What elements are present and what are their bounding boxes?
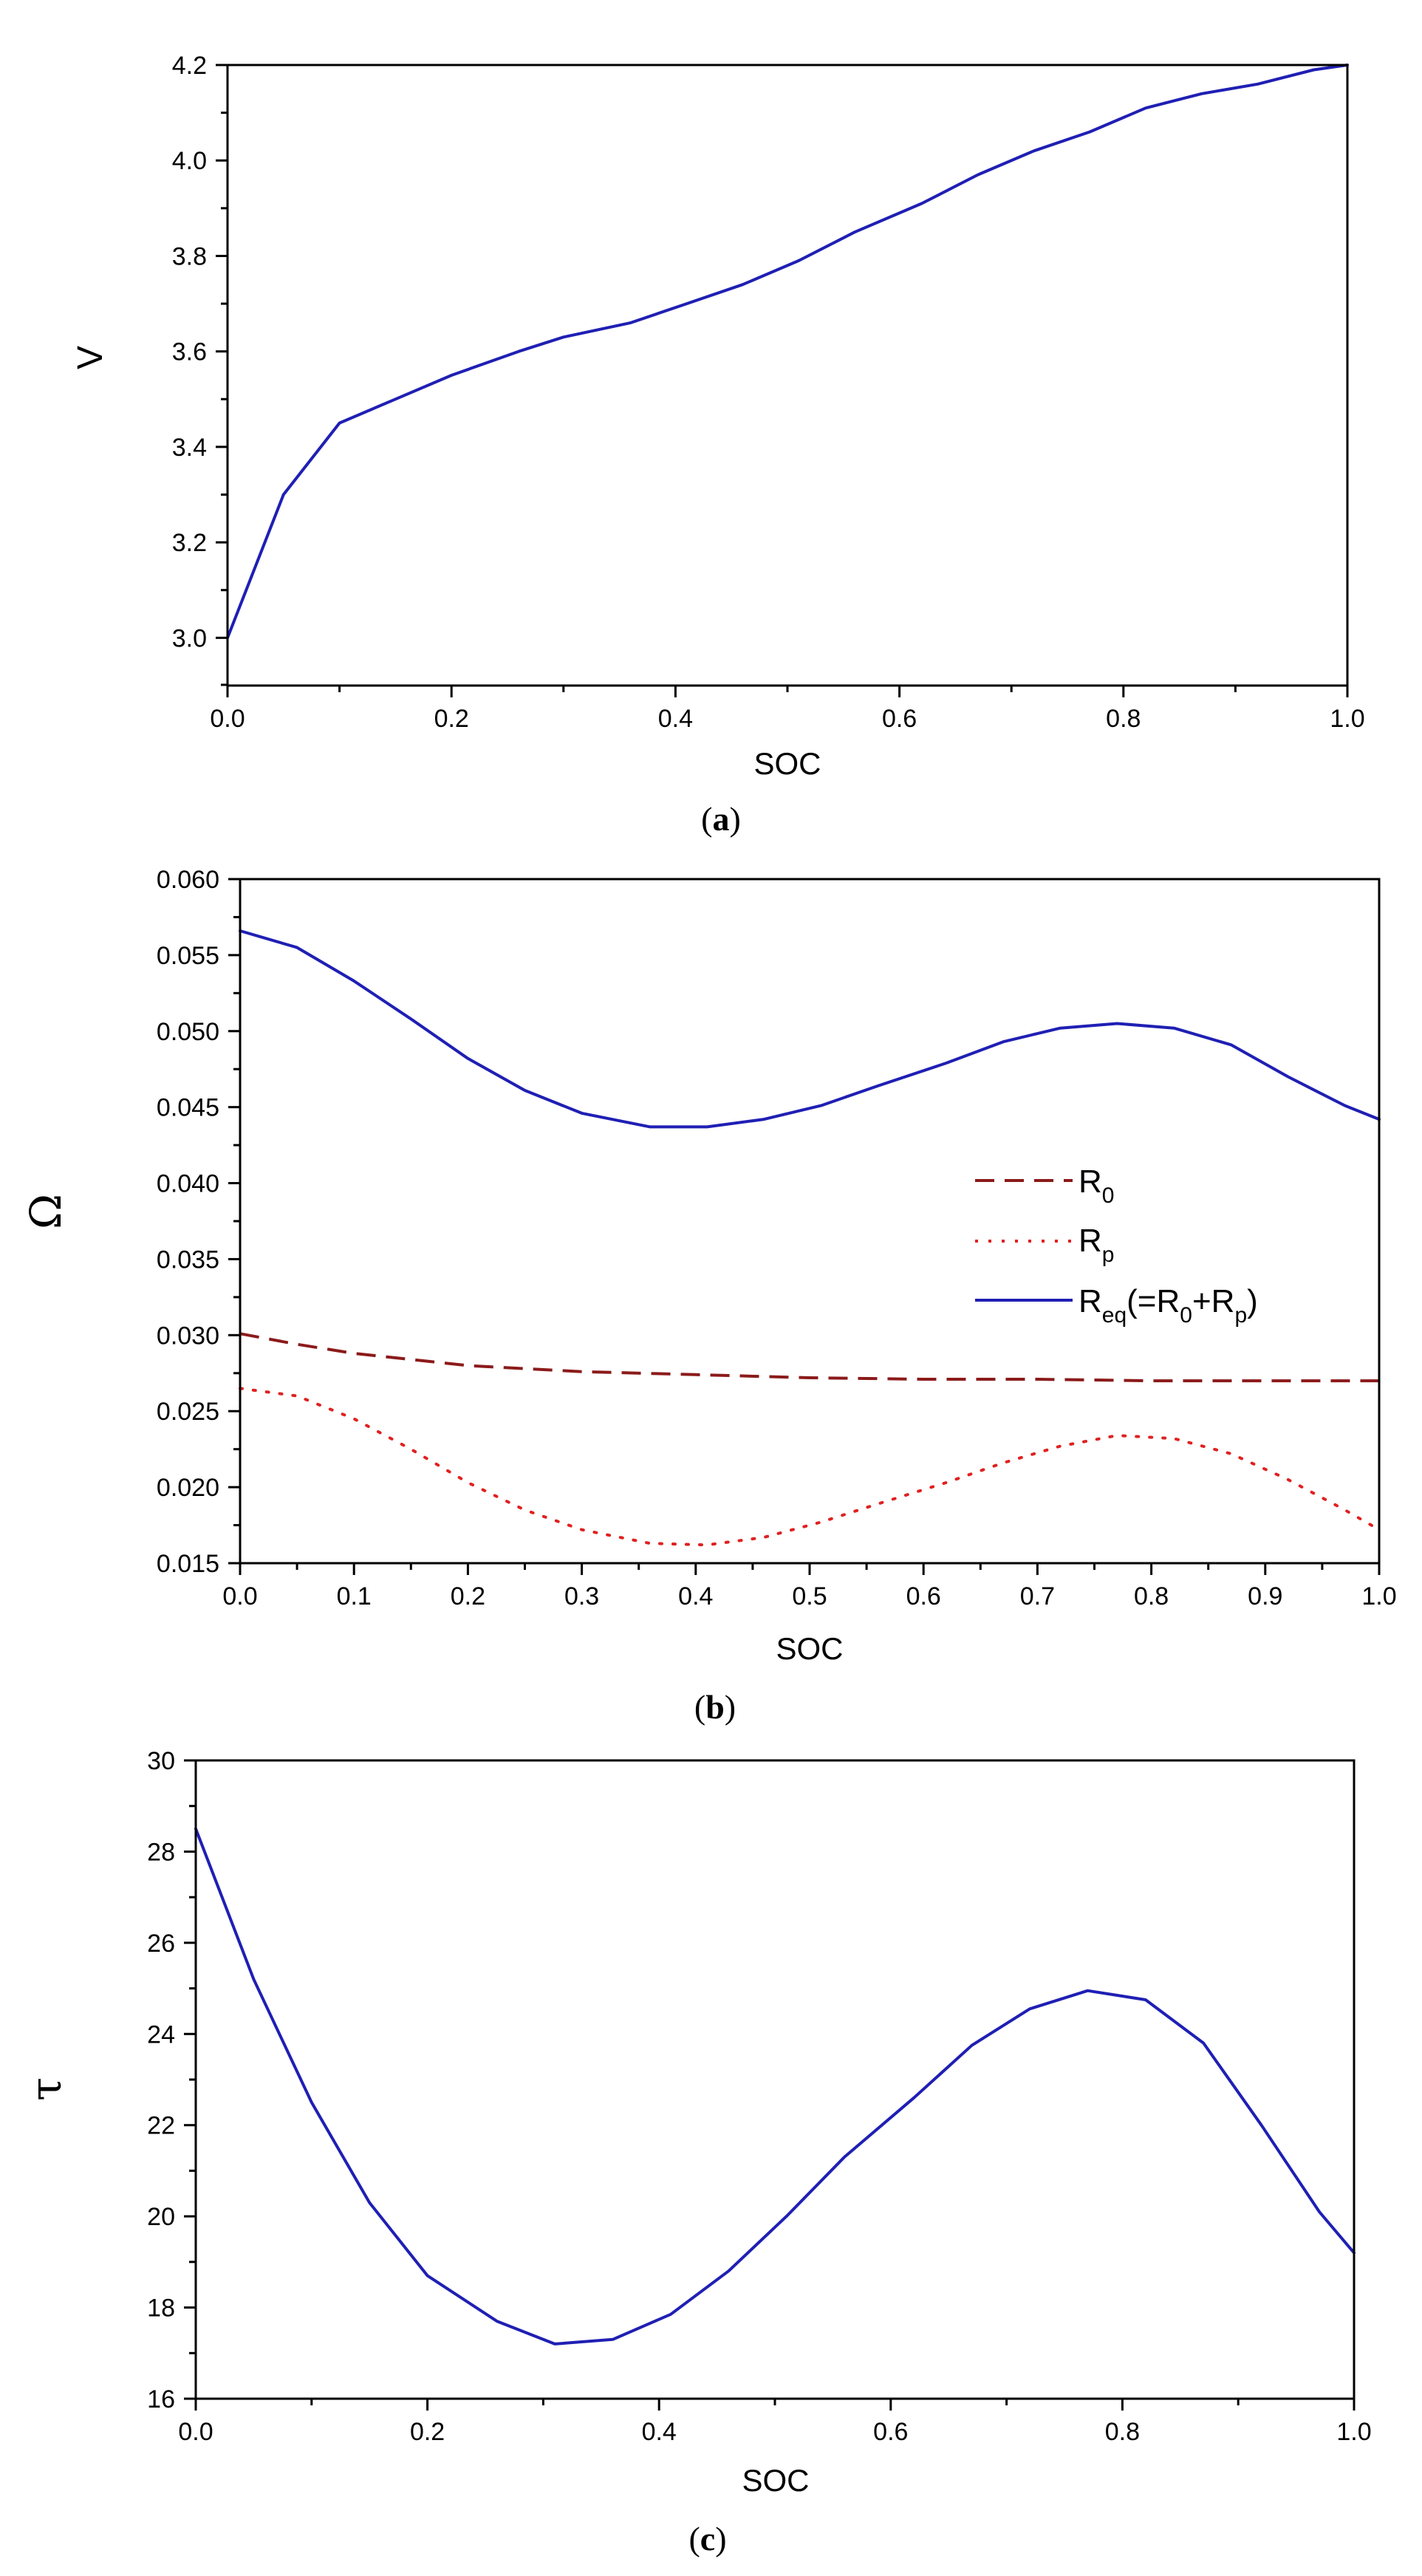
panel-c-marks [194, 1827, 1356, 2346]
panel-b-xtick-label: 0.9 [1248, 1582, 1282, 1610]
panel-b: 0.0 0.1 0.2 0.3 0.4 0.5 0.6 0.7 0.8 0.9 1.0 0.015 0.… [21, 866, 1397, 1726]
panel-a-caption-letter: a [713, 800, 730, 838]
legend-rp-label: Rp [1079, 1223, 1114, 1267]
panel-c-ytick-label: 30 [147, 1747, 175, 1775]
panel-c-xtick-label: 0.4 [642, 2418, 677, 2446]
panel-a-xtick-label: 0.4 [658, 705, 693, 733]
panel-a-ytick-label: 3.6 [172, 338, 207, 366]
panel-a-ytick-label: 4.0 [172, 147, 207, 175]
panel-c-frame [194, 1759, 1356, 2400]
panel-a-ytick-label: 3.4 [172, 434, 207, 462]
panel-a-xtick-label: 0.6 [882, 705, 917, 733]
panel-b-marks [239, 929, 1381, 1547]
panel-b-ytick-label: 0.040 [157, 1170, 219, 1198]
panel-a-ytick-label: 3.8 [172, 242, 207, 270]
panel-b-xlabel: SOC [776, 1631, 843, 1666]
panel-b-xtick-label: 1.0 [1361, 1582, 1396, 1610]
panel-b-ytick-label: 0.035 [157, 1246, 219, 1274]
panel-a-caption: (a) [701, 800, 741, 838]
panel-b-xtick-label: 0.0 [222, 1582, 257, 1610]
panel-a-ylabel: V [71, 346, 110, 369]
panel-c-xtick-label: 1.0 [1336, 2418, 1371, 2446]
panel-a-ytick-label: 4.2 [172, 52, 207, 80]
panel-b-ytick-label: 0.050 [157, 1018, 219, 1046]
panel-c-ytick-label: 22 [147, 2112, 175, 2140]
panel-b-series-r0 [239, 1332, 1379, 1383]
panel-b-ylabel: Ω [21, 1194, 71, 1229]
panel-a-frame [226, 64, 1349, 687]
panel-b-xtick-label: 0.2 [451, 1582, 485, 1610]
legend-r0-label: R0 [1079, 1164, 1114, 1208]
panel-c-xtick-label: 0.6 [873, 2418, 908, 2446]
panel-c-ytick-label: 26 [147, 1930, 175, 1958]
panel-a-ytick-label: 3.2 [172, 529, 207, 557]
panel-b-xtick-label: 0.6 [906, 1582, 941, 1610]
panel-b-xtick-label: 0.1 [337, 1582, 372, 1610]
panel-a-xtick-label: 0.8 [1106, 705, 1141, 733]
panel-c-series-tau [194, 1827, 1356, 2346]
panel-b-legend: R0 Rp Req(=R0+Rp) [975, 1164, 1258, 1328]
panel-b-ticks: 0.0 0.1 0.2 0.3 0.4 0.5 0.6 0.7 0.8 0.9 1.0 0.015 0.… [157, 866, 1397, 1610]
panel-a-ytick-label: 3.0 [172, 624, 207, 652]
panel-b-xtick-label: 0.3 [564, 1582, 599, 1610]
panel-c-ytick-label: 28 [147, 1838, 175, 1866]
panel-b-ytick-label: 0.025 [157, 1398, 219, 1426]
panel-c-ytick-label: 24 [147, 2020, 175, 2049]
panel-b-series-req [239, 929, 1381, 1129]
panel-c-ticks: 0.0 0.2 0.4 0.6 0.8 1.0 16 18 20 22 24 26 28 30 [147, 1747, 1371, 2446]
panel-a-series-v [226, 64, 1349, 640]
panel-b-xtick-label: 0.7 [1020, 1582, 1055, 1610]
panel-c-xtick-label: 0.0 [178, 2418, 213, 2446]
panel-a-xlabel: SOC [753, 746, 821, 781]
panel-a: 0.0 0.2 0.4 0.6 0.8 1.03.03.23.43.63.84.04.2 … [71, 52, 1365, 838]
panel-c-caption: (c) [688, 2520, 726, 2558]
panel-a-marks [226, 64, 1349, 640]
legend-req-label: Req(=R0+Rp) [1079, 1283, 1258, 1328]
panel-b-ytick-label: 0.020 [157, 1474, 219, 1502]
panel-c-ylabel: τ [21, 2077, 71, 2101]
panel-b-ytick-label: 0.055 [157, 942, 219, 970]
panel-b-xtick-label: 0.8 [1134, 1582, 1169, 1610]
panel-a-xtick-label: 0.2 [434, 705, 469, 733]
panel-c-ytick-label: 18 [147, 2295, 175, 2323]
panel-c-ytick-label: 16 [147, 2385, 175, 2413]
panel-b-ytick-label: 0.045 [157, 1094, 219, 1122]
panel-c-xtick-label: 0.8 [1105, 2418, 1140, 2446]
panel-a-ticks: 0.0 0.2 0.4 0.6 0.8 1.0 3.0 3.2 3.4 3.6 3.8 4.0 4.2 [172, 52, 1365, 733]
panel-b-ytick-label: 0.015 [157, 1550, 219, 1578]
panel-b-ytick-label: 0.030 [157, 1322, 219, 1350]
panel-b-caption-letter: b [705, 1688, 725, 1726]
panel-b-frame [239, 878, 1381, 1565]
panel-b-series-rp [239, 1387, 1381, 1547]
panel-c-ytick-label: 20 [147, 2203, 175, 2231]
panel-c-xlabel: SOC [742, 2463, 809, 2498]
panel-b-ytick-label: 0.060 [157, 866, 219, 894]
panel-b-xtick-label: 0.4 [678, 1582, 713, 1610]
panel-c-caption-letter: c [700, 2520, 715, 2558]
panel-a-xtick-label: 0.0 [210, 705, 245, 733]
panel-b-xtick-label: 0.5 [792, 1582, 827, 1610]
panel-b-caption: (b) [694, 1688, 736, 1726]
panel-a-xtick-label: 1.0 [1330, 705, 1364, 733]
panel-c: 0.0 0.2 0.4 0.6 0.8 1.0 16 18 20 22 24 26 28 30 SOC τ… [21, 1747, 1372, 2558]
panel-c-xtick-label: 0.2 [410, 2418, 445, 2446]
